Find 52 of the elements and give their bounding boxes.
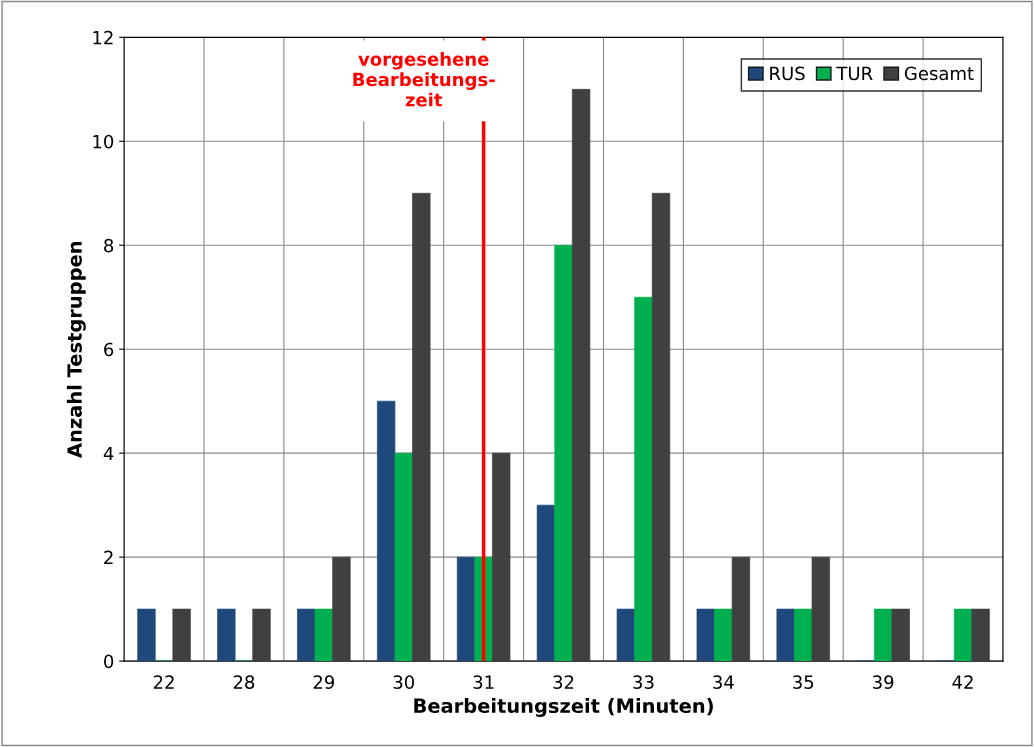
x-tick-label: 33 (633, 675, 654, 689)
y-tick-label: 8 (104, 238, 114, 253)
x-tick-label: 42 (952, 675, 973, 689)
bar (137, 608, 156, 662)
x-tick-label: 39 (873, 675, 894, 689)
bar (731, 556, 751, 662)
x-tick-label: 34 (713, 675, 734, 689)
bar (456, 556, 476, 662)
x-tick-label: 35 (793, 675, 814, 689)
bar (776, 608, 795, 662)
bar (554, 244, 573, 662)
bar (696, 608, 715, 662)
x-tick-label: 28 (233, 675, 255, 689)
bar (172, 608, 191, 662)
bar (811, 556, 830, 662)
bar (971, 608, 990, 662)
y-axis-title: Anzahl Testgruppen (66, 241, 86, 458)
bar (616, 608, 635, 662)
y-tick-label: 2 (104, 550, 113, 564)
y-tick-label: 0 (104, 654, 114, 669)
bar (536, 504, 556, 662)
bar (252, 608, 271, 662)
bar (873, 608, 893, 662)
y-tick-label: 6 (104, 342, 114, 357)
bar (953, 608, 973, 662)
bar (394, 452, 413, 662)
bar (412, 192, 431, 662)
legend-label: RUS (770, 66, 805, 81)
bar (634, 296, 653, 662)
bar (297, 608, 316, 662)
x-tick-label: 31 (473, 675, 494, 689)
bar (794, 608, 813, 662)
y-tick-label: 4 (103, 446, 114, 461)
bar (492, 452, 511, 662)
x-axis-title: Bearbeitungszeit (Minuten) (414, 698, 713, 717)
bar (217, 608, 236, 662)
x-tick-label: 29 (313, 675, 335, 689)
ref-line-label: vorgesehene Bearbeitungs- zeit (353, 51, 495, 107)
y-tick-label: 12 (93, 30, 113, 45)
y-tick-label: 10 (93, 134, 114, 149)
x-tick-label: 32 (553, 675, 574, 689)
bar (714, 608, 733, 662)
bar (332, 556, 351, 662)
x-tick-label: 30 (393, 675, 415, 689)
x-tick-label: 22 (153, 675, 174, 689)
bar (651, 192, 671, 662)
bar (891, 608, 910, 662)
bar (377, 400, 396, 662)
legend-label: TUR (836, 66, 873, 81)
bar (571, 88, 591, 662)
bar (314, 608, 333, 662)
legend-label: Gesamt (904, 66, 974, 81)
